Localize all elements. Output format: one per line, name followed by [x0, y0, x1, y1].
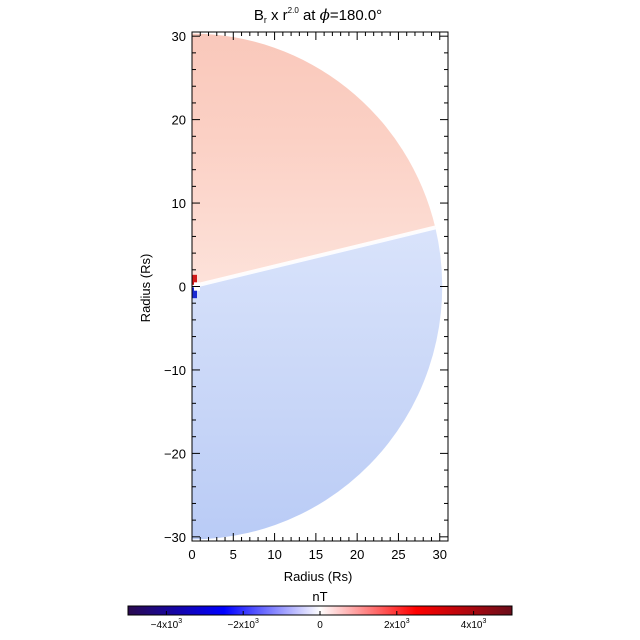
colorbar-tick-exponent: 3 — [178, 618, 182, 625]
y-tick-label: 20 — [172, 113, 186, 128]
plot-area: 0 5 10 15 20 25 30 30 20 10 0 −10 −20 −30 — [164, 29, 449, 562]
current-sheet-line — [191, 225, 436, 289]
title-mid: x r — [267, 7, 288, 24]
y-tick-label: −10 — [164, 363, 186, 378]
title-base-sub: r — [264, 15, 267, 25]
title-mid-sup: 2.0 — [288, 6, 300, 15]
title-angle: =180.0° — [330, 7, 382, 24]
chart-title: Br x r2.0 at ϕ=180.0° — [254, 6, 382, 25]
x-axis-ticks: 0 5 10 15 20 25 30 — [188, 32, 449, 562]
y-axis-label: Radius (Rs) — [138, 254, 153, 323]
x-tick-label: 5 — [230, 547, 237, 562]
y-tick-label: −30 — [164, 530, 186, 545]
x-tick-label: 10 — [267, 547, 281, 562]
colorbar-label: nT — [312, 589, 327, 604]
upper-lobe — [192, 33, 436, 287]
colorbar-tick-label: 4x103 — [461, 618, 487, 631]
x-tick-label: 30 — [433, 547, 447, 562]
x-tick-label: 0 — [188, 547, 195, 562]
colorbar-tick-base: −4x10 — [151, 620, 179, 631]
x-tick-label: 15 — [309, 547, 323, 562]
lower-lobe — [192, 227, 443, 540]
inner-boundary-negative — [192, 287, 197, 299]
colorbar-tick-exponent: 3 — [482, 618, 486, 625]
x-tick-label: 20 — [350, 547, 364, 562]
title-tail: at — [299, 7, 320, 24]
y-tick-label: 0 — [179, 280, 186, 295]
colorbar-tick-label: −2x103 — [227, 618, 259, 631]
y-tick-label: −20 — [164, 446, 186, 461]
colorbar-tick-label: 2x103 — [384, 618, 410, 631]
colorbar-tick-label: −4x103 — [151, 618, 183, 631]
colorbar-tick-base: 0 — [317, 620, 323, 631]
colorbar-tick-exponent: 3 — [406, 618, 410, 625]
current-sheet-band — [191, 225, 436, 289]
colorbar-tick-base: 4x10 — [461, 620, 483, 631]
colorbar-tick-exponent: 3 — [255, 618, 259, 625]
colorbar-tick-label: 0 — [317, 620, 323, 631]
title-base: B — [254, 7, 264, 24]
inner-boundary-positive — [192, 274, 197, 285]
x-tick-label: 25 — [391, 547, 405, 562]
y-axis-ticks: 30 20 10 0 −10 −20 −30 — [164, 29, 448, 545]
colorbar-tick-base: −2x10 — [227, 620, 255, 631]
colorbar-tick-base: 2x10 — [384, 620, 406, 631]
colorbar: nT −4x103 −2x103 0 2x103 4x103 — [127, 589, 513, 631]
x-axis-label: Radius (Rs) — [284, 569, 353, 584]
y-tick-label: 10 — [172, 196, 186, 211]
colorbar-ticks: −4x103 −2x103 0 2x103 4x103 — [151, 611, 487, 631]
y-tick-label: 30 — [172, 29, 186, 44]
title-phi: ϕ — [320, 6, 330, 24]
